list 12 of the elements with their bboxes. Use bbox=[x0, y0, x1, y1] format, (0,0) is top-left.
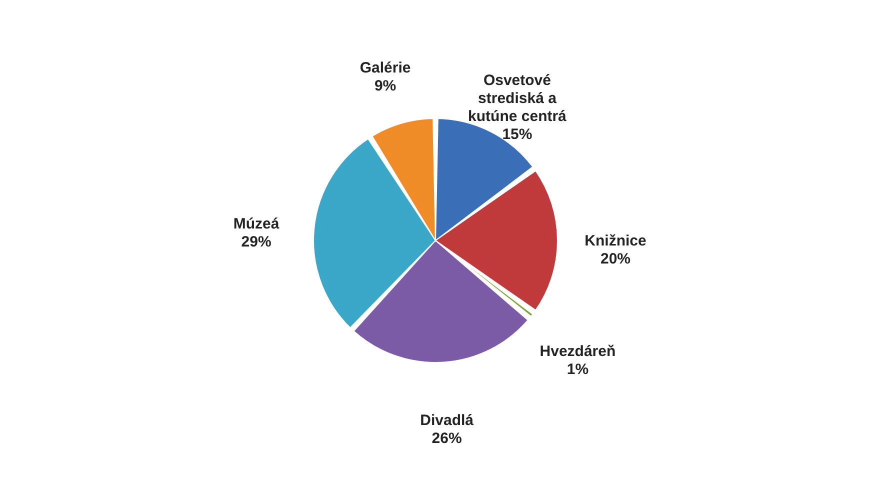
slice-label: Hvezdáreň bbox=[540, 342, 616, 360]
slice-label: Galérie bbox=[360, 60, 411, 77]
slice-label: Osvetové strediská a kutúne centrá bbox=[468, 72, 568, 126]
slice-label: Knižnice bbox=[584, 232, 646, 250]
data-label: 20% bbox=[600, 250, 631, 268]
data-label: 26% bbox=[432, 430, 462, 448]
data-label: 29% bbox=[241, 234, 272, 251]
data-label: 9% bbox=[374, 78, 396, 95]
data-label: 1% bbox=[566, 360, 589, 378]
slice-label: Divadlá bbox=[420, 412, 474, 430]
slice-label: Múzeá bbox=[233, 216, 280, 233]
data-label: 15% bbox=[502, 126, 532, 144]
